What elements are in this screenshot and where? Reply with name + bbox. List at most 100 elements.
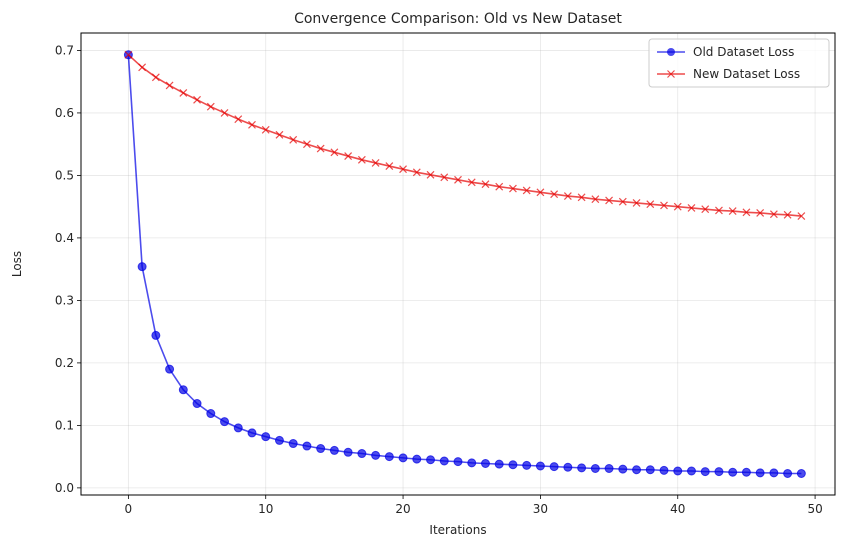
series-layer [123, 50, 806, 479]
legend-entry: Old Dataset Loss [657, 45, 794, 59]
legend-label: Old Dataset Loss [693, 45, 794, 59]
data-point [536, 188, 545, 197]
data-point [357, 155, 366, 164]
data-point [535, 461, 545, 471]
data-point [673, 466, 683, 476]
data-point [247, 428, 257, 438]
data-point [344, 152, 353, 160]
y-tick-label: 0.3 [55, 293, 74, 307]
ticks: 0 10 20 30 40 50 0.0 0.1 0.2 0.3 0.4 0.5 0.6 0.7 [55, 43, 823, 516]
data-point [453, 457, 463, 467]
data-point [275, 130, 284, 139]
data-point [399, 165, 407, 174]
legend: Old Dataset Loss New Dataset Loss [648, 38, 830, 88]
chart-title: Convergence Comparison: Old vs New Datas… [294, 11, 622, 27]
data-point [330, 148, 339, 157]
data-point [192, 399, 202, 409]
y-tick-label: 0.2 [55, 356, 74, 370]
data-point [550, 190, 559, 199]
data-point [701, 205, 710, 214]
data-point [796, 469, 806, 479]
x-tick-label: 50 [807, 502, 822, 516]
data-point [590, 464, 600, 474]
data-point [220, 109, 229, 117]
data-point [522, 460, 532, 470]
data-point [769, 210, 778, 219]
data-point [577, 463, 587, 473]
data-point [687, 203, 696, 212]
data-point [398, 453, 408, 463]
y-tick-label: 0.0 [55, 481, 74, 495]
data-point [371, 158, 380, 167]
data-point [138, 63, 147, 72]
data-point [426, 455, 436, 465]
plot-frame [80, 32, 836, 496]
data-point [495, 182, 504, 191]
data-point [508, 460, 518, 470]
data-point [220, 417, 230, 427]
data-point [481, 180, 490, 189]
data-point [741, 467, 751, 477]
data-point [233, 423, 243, 433]
series-line [127, 54, 802, 475]
data-point [509, 184, 517, 193]
data-point [783, 210, 792, 219]
series-new-dataset [124, 50, 806, 220]
data-point [728, 467, 738, 477]
y-tick-label: 0.5 [55, 168, 74, 182]
data-point [646, 200, 655, 209]
data-point [577, 193, 586, 202]
data-point [193, 95, 201, 104]
data-point [178, 385, 188, 395]
data-point [357, 449, 367, 459]
data-point [618, 464, 628, 474]
series-old-dataset [123, 50, 806, 479]
data-point [302, 441, 312, 451]
y-tick-label: 0.1 [55, 418, 74, 432]
data-point [715, 206, 723, 215]
data-point [618, 197, 627, 206]
data-point [179, 89, 188, 97]
data-point [261, 432, 271, 442]
data-point [289, 135, 298, 144]
legend-marker [667, 48, 675, 56]
data-point [742, 208, 751, 217]
y-tick-label: 0.4 [55, 231, 74, 245]
data-point [124, 50, 133, 59]
data-point [632, 198, 641, 207]
data-point [467, 458, 477, 468]
x-axis-label: Iterations [429, 523, 486, 537]
data-point [454, 175, 462, 184]
data-point [371, 450, 381, 460]
data-point [412, 168, 421, 177]
data-point [439, 456, 449, 466]
data-point [700, 467, 710, 477]
data-point [261, 125, 270, 134]
data-point [563, 462, 573, 472]
data-point [563, 192, 572, 200]
data-point [604, 464, 614, 474]
data-point [755, 468, 765, 478]
data-point [165, 364, 175, 374]
y-axis-label: Loss [10, 251, 24, 277]
series-line [127, 54, 802, 217]
data-point [673, 202, 682, 211]
data-point [385, 162, 394, 170]
legend-label: New Dataset Loss [693, 67, 800, 81]
data-point [797, 212, 806, 220]
data-point [522, 186, 531, 195]
data-point [206, 102, 215, 111]
data-point [549, 462, 559, 472]
data-point [480, 459, 490, 469]
data-point [783, 469, 793, 479]
data-point [206, 409, 216, 419]
data-point [426, 170, 435, 179]
data-point [343, 447, 353, 457]
data-point [234, 115, 243, 124]
data-point [728, 207, 737, 215]
data-point [303, 140, 311, 149]
data-point [137, 262, 147, 272]
data-point [440, 173, 449, 182]
data-point [316, 144, 325, 153]
